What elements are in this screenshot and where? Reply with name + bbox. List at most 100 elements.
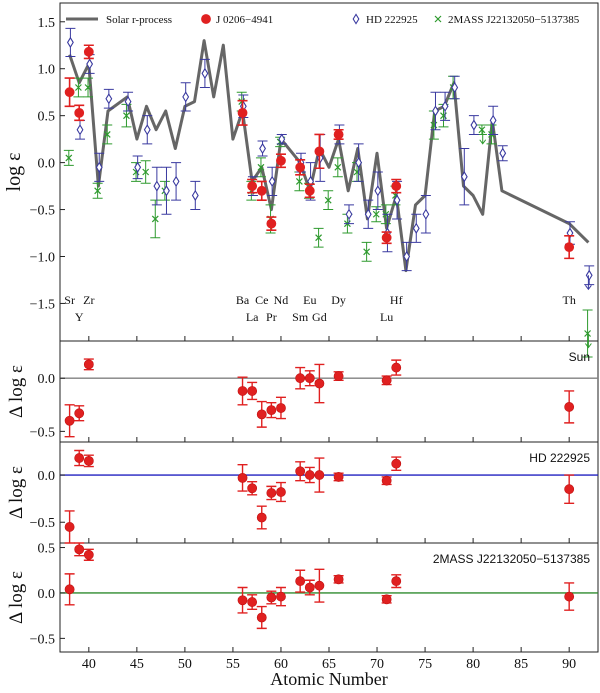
data-point <box>83 549 94 560</box>
data-point <box>124 95 132 108</box>
data-point <box>247 181 258 191</box>
residual-points <box>64 449 575 544</box>
data-point <box>266 218 277 229</box>
element-label: Lu <box>380 310 393 324</box>
data-point <box>324 196 332 204</box>
y-axis-label: Δ log ε <box>6 466 27 519</box>
data-point <box>64 522 75 532</box>
data-point <box>391 181 402 191</box>
data-point <box>304 185 315 196</box>
y-tick-label: 0.0 <box>38 587 56 602</box>
data-point <box>201 67 209 80</box>
data-point <box>355 156 363 169</box>
y-tick-label: 1.5 <box>38 16 56 31</box>
data-point <box>295 576 306 587</box>
x-tick-label: 40 <box>82 657 96 672</box>
upper-limit-arrow <box>479 129 487 145</box>
element-label: Sm <box>292 310 309 324</box>
data-point <box>333 472 344 482</box>
residual-panel-3: −0.5 0.0 0.5 Δ log ε 2MASS J22132050−5137385 <box>6 542 598 647</box>
data-point <box>345 208 353 220</box>
x-tick-label: 75 <box>418 657 432 672</box>
data-point <box>95 161 103 173</box>
element-label: Nd <box>274 293 289 307</box>
upper-limit-arrow <box>584 333 592 349</box>
data-point <box>237 386 248 396</box>
data-point <box>304 582 315 593</box>
y-tick-label: 1.0 <box>38 63 56 78</box>
data-point <box>391 362 402 373</box>
data-point <box>142 168 150 176</box>
data-point <box>451 81 459 94</box>
x-axis: 40 45 50 55 60 65 70 75 80 85 90 Atomic Number <box>82 657 576 689</box>
data-point <box>315 234 323 242</box>
data-point <box>237 472 248 483</box>
panel-frame <box>59 2 599 342</box>
data-point <box>74 408 85 419</box>
data-point <box>381 375 392 386</box>
data-point <box>432 105 439 117</box>
data-point <box>381 594 392 605</box>
data-point <box>153 180 161 192</box>
residual-panel-2: −0.5 0.0 Δ log ε HD 222925 <box>6 449 598 544</box>
data-point <box>103 131 111 138</box>
data-point <box>143 124 151 136</box>
data-point <box>381 232 392 243</box>
panel-2 <box>59 340 599 443</box>
x-tick-label: 45 <box>130 657 144 672</box>
data-point <box>363 248 371 256</box>
data-point <box>65 154 73 162</box>
data-point <box>74 84 82 91</box>
data-point <box>393 194 401 206</box>
element-label: Hf <box>390 293 403 307</box>
panel-1 <box>59 2 599 342</box>
y-tick-label: −1.0 <box>30 251 55 266</box>
data-point <box>372 210 380 218</box>
data-point <box>94 187 102 195</box>
data-point <box>295 466 306 477</box>
x-tick-label: 50 <box>178 657 192 672</box>
data-point <box>259 142 266 155</box>
data-point <box>256 512 267 523</box>
panel-label: Sun <box>569 350 590 364</box>
x-tick-label: 70 <box>370 657 384 672</box>
data-point <box>333 129 344 140</box>
data-point <box>134 161 142 173</box>
legend-label: 2MASS J22132050−5137385 <box>448 14 580 26</box>
data-point <box>564 402 575 412</box>
data-point <box>364 208 372 220</box>
data-point <box>163 185 170 197</box>
legend-label: HD 222925 <box>366 14 418 26</box>
data-point <box>191 189 199 202</box>
panel-4 <box>59 542 599 653</box>
data-point <box>478 126 486 134</box>
data-point <box>74 544 85 555</box>
data-point <box>64 87 75 98</box>
upper-limit-arrow <box>584 275 592 291</box>
data-point <box>333 574 344 585</box>
y-tick-label: 0.0 <box>38 372 56 387</box>
data-point <box>278 133 286 145</box>
panel-3 <box>59 441 599 544</box>
data-point <box>74 107 85 118</box>
element-label: Y <box>75 310 84 324</box>
main-abundance-panel: −1.5 −1.0 −0.5 0.0 0.5 1.0 1.5 log ε SrY Zr Ba La Ce… <box>3 13 595 358</box>
data-point <box>499 147 507 159</box>
data-point <box>314 470 325 480</box>
data-point <box>83 455 94 466</box>
data-point <box>374 185 382 197</box>
data-point <box>83 46 94 57</box>
data-point <box>74 453 85 463</box>
legend: Solar r-process J 0206−4941 HD 222925 2MASS… <box>66 13 580 26</box>
y-tick-label: −0.5 <box>30 204 55 219</box>
element-label: La <box>246 310 259 324</box>
residual-points <box>64 358 575 438</box>
element-label: Gd <box>312 310 327 324</box>
data-point <box>64 415 75 426</box>
data-point <box>391 576 402 587</box>
data-point <box>172 175 180 188</box>
legend-swatch <box>201 14 211 24</box>
residual-panel-1: −0.5 0.0 Δ log ε Sun <box>6 350 598 440</box>
data-point <box>304 373 315 384</box>
panel-frame <box>59 441 599 544</box>
